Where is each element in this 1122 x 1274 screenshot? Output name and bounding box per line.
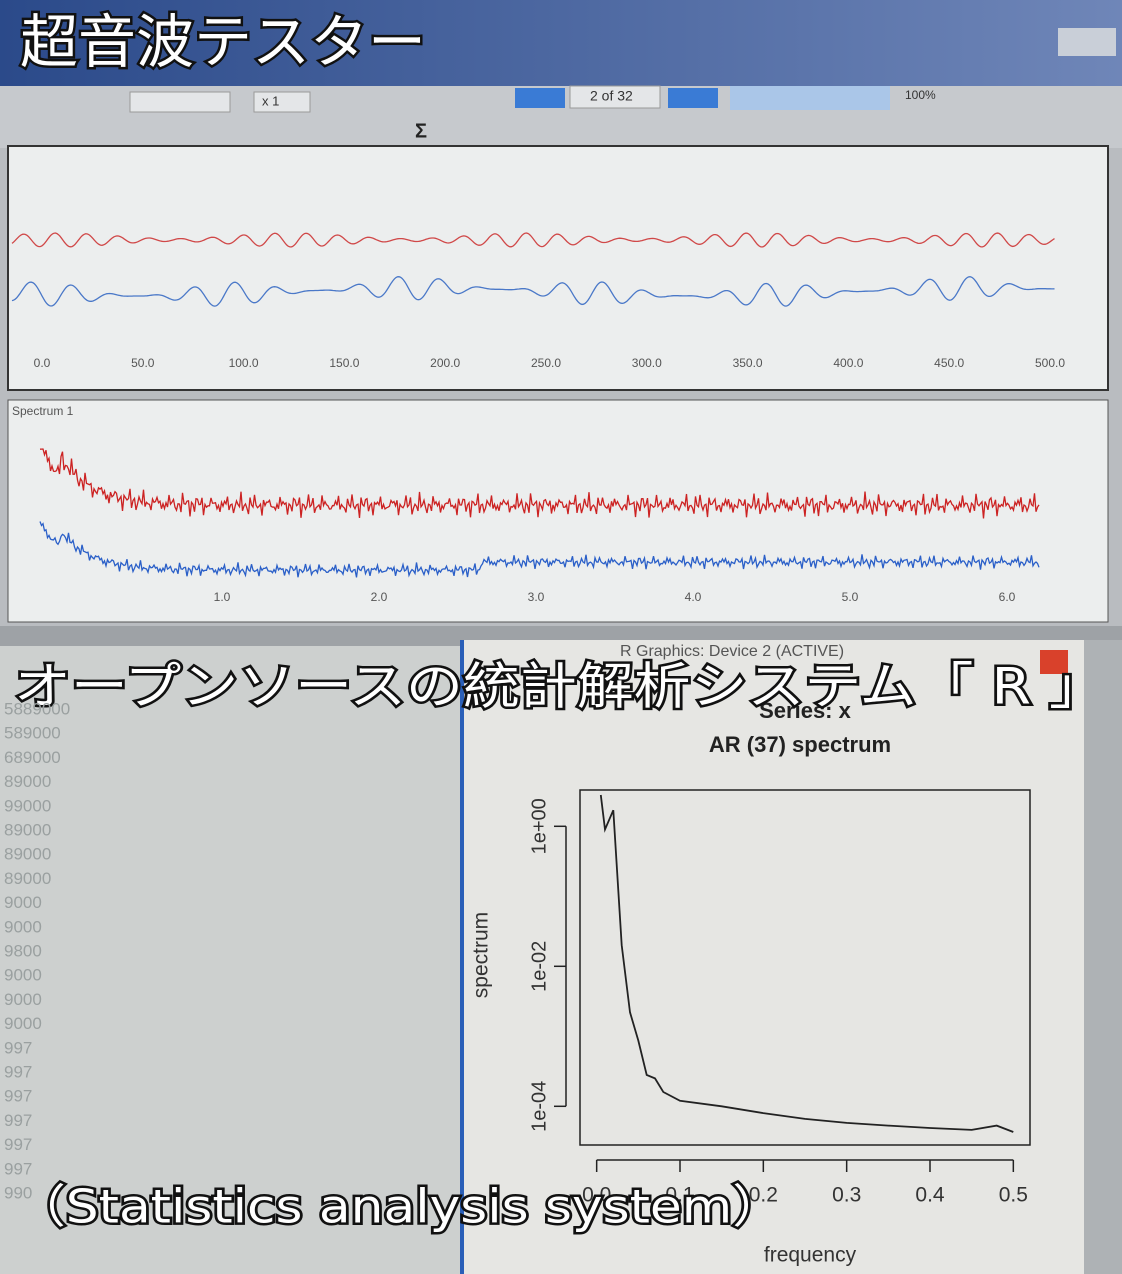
panel-label: Spectrum 1 <box>12 404 74 418</box>
x-tick-label: 0.5 <box>999 1184 1028 1207</box>
console-line: 5889000 <box>4 699 70 718</box>
nav-buttons[interactable] <box>668 88 718 108</box>
screenshot: x 1 2 of 32 100% Σ Spectrum 1 R Graphics… <box>0 0 1122 1274</box>
console-line: 89000 <box>4 820 51 839</box>
console-line: 997 <box>4 1087 32 1106</box>
x-tick-label: 250.0 <box>531 356 561 370</box>
y-axis-label: spectrum <box>470 912 493 998</box>
console-line: 9000 <box>4 990 42 1009</box>
x-tick-label: 100.0 <box>229 356 259 370</box>
console-line: 990 <box>4 1183 32 1202</box>
caption-title: 超音波テスター <box>20 8 426 76</box>
x-tick-label: 50.0 <box>131 356 155 370</box>
console-line: 99000 <box>4 796 51 815</box>
console-line: 997 <box>4 1135 32 1154</box>
dropdown[interactable] <box>130 92 230 112</box>
x-tick-label: 400.0 <box>833 356 863 370</box>
x-tick-label: 350.0 <box>733 356 763 370</box>
x-tick-label: 5.0 <box>842 590 859 604</box>
waveform-panel <box>8 146 1108 390</box>
console-line: 997 <box>4 1038 32 1057</box>
side-area <box>1084 640 1122 1274</box>
console-line: 9800 <box>4 941 42 960</box>
console-line: 89000 <box>4 845 51 864</box>
x-tick-label: 3.0 <box>528 590 545 604</box>
y-tick-label: 1e-04 <box>528 1081 550 1132</box>
console-line: 9000 <box>4 917 42 936</box>
page-text: 2 of 32 <box>590 88 633 104</box>
x-tick-label: 200.0 <box>430 356 460 370</box>
x-tick-label: 450.0 <box>934 356 964 370</box>
console-line: 689000 <box>4 748 61 767</box>
window-buttons[interactable] <box>1058 28 1116 56</box>
x-tick-label: 300.0 <box>632 356 662 370</box>
sum-button[interactable]: Σ <box>415 120 427 142</box>
console-line: 589000 <box>4 724 61 743</box>
x-tick-label: 1.0 <box>214 590 231 604</box>
x-tick-label: 4.0 <box>685 590 702 604</box>
x-axis-label: frequency <box>764 1244 857 1267</box>
y-tick-label: 1e+00 <box>528 798 550 854</box>
console-line: 997 <box>4 1111 32 1130</box>
console-line: 89000 <box>4 869 51 888</box>
caption-english: （Statistics analysis system） <box>14 1180 784 1234</box>
x-tick-label: 0.4 <box>915 1184 945 1207</box>
plot-subtitle: AR (37) spectrum <box>709 732 891 757</box>
console-line: 89000 <box>4 772 51 791</box>
percent-text: 100% <box>905 88 936 102</box>
zoom-text: x 1 <box>262 93 279 108</box>
console-line: 997 <box>4 1159 32 1178</box>
x-tick-label: 150.0 <box>329 356 359 370</box>
console-line: 9000 <box>4 1014 42 1033</box>
y-tick-label: 1e-02 <box>528 941 550 992</box>
x-tick-label: 0.0 <box>34 356 51 370</box>
caption-subtitle: オープンソースの統計解析システム「 R 」 <box>14 658 1106 716</box>
console-line: 9000 <box>4 893 42 912</box>
spectrum-panel <box>8 400 1108 622</box>
x-tick-label: 0.3 <box>832 1184 861 1207</box>
x-tick-label: 6.0 <box>999 590 1016 604</box>
x-tick-label: 500.0 <box>1035 356 1065 370</box>
console-line: 997 <box>4 1062 32 1081</box>
x-tick-label: 2.0 <box>371 590 388 604</box>
console-line: 9000 <box>4 966 42 985</box>
tool-buttons[interactable] <box>730 86 890 110</box>
nav-buttons[interactable] <box>515 88 565 108</box>
